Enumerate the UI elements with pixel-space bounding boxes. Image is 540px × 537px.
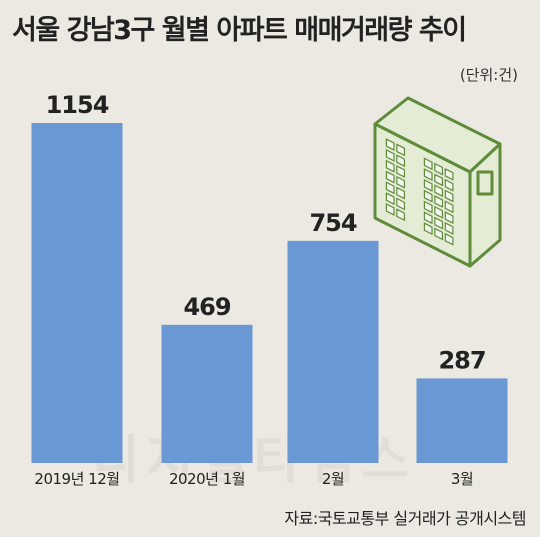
window — [444, 211, 454, 225]
window — [396, 208, 406, 222]
building-side-window — [476, 170, 494, 196]
category-label-2: 2020년 1월 — [169, 470, 245, 488]
bar-value-label-1: 1154 — [46, 91, 109, 119]
window — [444, 178, 454, 192]
window — [423, 211, 433, 225]
bar-value-label-4: 287 — [438, 346, 485, 374]
window — [396, 143, 406, 157]
window — [423, 222, 433, 236]
chart-title: 서울 강남3구 월별 아파트 매매거래량 추이 — [12, 15, 467, 46]
window — [385, 203, 395, 216]
bar-3 — [287, 240, 379, 463]
category-label-3: 2월 — [322, 470, 344, 488]
window — [423, 200, 433, 214]
window — [396, 154, 406, 168]
window — [434, 173, 444, 187]
window — [444, 221, 454, 235]
window — [396, 175, 406, 189]
window — [434, 184, 444, 198]
window — [444, 200, 454, 214]
window — [396, 186, 406, 200]
apartment-building-icon — [373, 96, 502, 268]
category-label-4: 3월 — [451, 470, 473, 488]
window — [434, 205, 444, 219]
category-label-1: 2019년 12월 — [34, 470, 119, 488]
window — [434, 195, 444, 208]
unit-label: (단위:건) — [459, 66, 518, 84]
window — [423, 189, 433, 203]
window — [423, 179, 433, 192]
window — [434, 216, 444, 230]
window — [385, 192, 395, 206]
bar-value-label-2: 469 — [183, 293, 230, 321]
bar-2 — [161, 324, 253, 463]
window — [434, 227, 444, 241]
bar-4 — [416, 378, 508, 463]
window — [385, 170, 395, 184]
source-note: 자료:국토교통부 실거래가 공개시스템 — [284, 509, 526, 528]
window — [385, 148, 395, 162]
bar-1 — [31, 123, 123, 463]
building-windows — [385, 138, 454, 246]
window — [444, 189, 454, 203]
window — [385, 159, 395, 173]
window — [385, 138, 395, 152]
window — [396, 165, 406, 178]
window — [444, 232, 454, 246]
window — [385, 181, 395, 195]
window — [423, 157, 433, 171]
bar-value-label-3: 754 — [309, 209, 356, 237]
window — [434, 162, 444, 176]
window — [423, 168, 433, 182]
window — [444, 167, 454, 181]
window — [396, 197, 406, 211]
